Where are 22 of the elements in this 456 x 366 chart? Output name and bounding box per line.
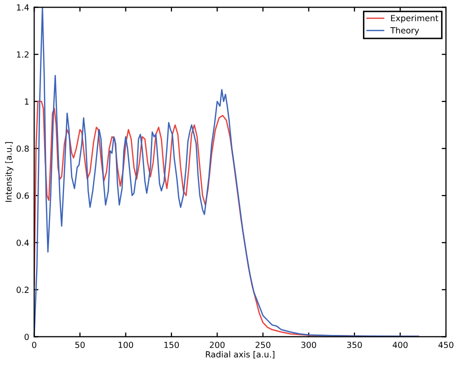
x-axis-title: Radial axis [a.u.] [206, 351, 274, 358]
x-tick-label: 150 [164, 342, 179, 348]
y-tick-label: 1 [24, 98, 29, 105]
y-tick-label: 0.2 [16, 286, 29, 293]
legend-label: Experiment [391, 14, 438, 23]
y-tick-label: 1.2 [17, 51, 29, 58]
x-tick-label: 350 [347, 342, 362, 348]
x-tick-label: 400 [392, 342, 408, 348]
x-tick-label: 200 [210, 342, 225, 348]
legend-label: Theory [390, 27, 420, 36]
y-tick-label: 0.4 [16, 240, 29, 246]
x-tick-label: 100 [118, 342, 134, 348]
x-tick-label: 450 [438, 342, 454, 348]
y-axis-title: Intensity [a.u.] [5, 142, 14, 202]
x-tick-label: 0 [32, 342, 36, 348]
x-tick-label: 250 [256, 342, 270, 348]
y-tick-label: 1.4 [17, 4, 29, 10]
y-tick-label: 0 [24, 334, 29, 340]
x-tick-label: 50 [75, 342, 85, 348]
x-tick-label: 300 [301, 342, 316, 348]
y-tick-label: 0.6 [16, 192, 29, 199]
y-tick-label: 0.8 [16, 145, 29, 152]
